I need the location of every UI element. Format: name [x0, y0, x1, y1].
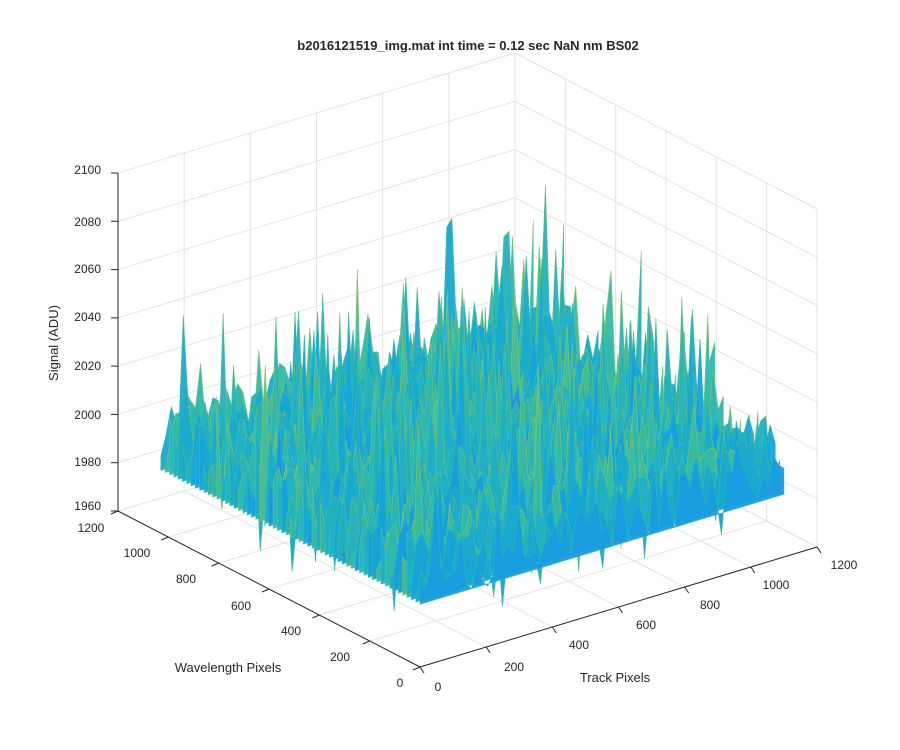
y-tick-label-3: 600: [231, 599, 251, 613]
x-tick-mark: [485, 646, 491, 654]
y-tick-label-6: 1200: [78, 521, 105, 535]
grid-rightwall-horizontal: [514, 149, 818, 307]
surface-mesh: [160, 185, 785, 612]
y-tick-label-1: 200: [330, 650, 350, 664]
z-tick-label-2: 2000: [74, 408, 101, 422]
x-tick-mark: [551, 626, 557, 634]
axis-ticks: [110, 172, 822, 674]
y-tick-label-2: 400: [281, 624, 301, 638]
grid-backwall-horizontal: [117, 197, 516, 319]
x-tick-mark: [750, 566, 756, 574]
grid-rightwall-horizontal: [514, 197, 818, 355]
z-axis-label: Signal (ADU): [46, 305, 61, 381]
y-tick-mark: [412, 666, 421, 671]
grid-backwall-horizontal: [117, 100, 516, 222]
y-axis-label: Wavelength Pixels: [175, 660, 282, 675]
grid-rightwall-horizontal: [514, 245, 818, 403]
y-tick-mark: [211, 562, 219, 567]
grid-backwall-horizontal: [117, 52, 516, 174]
z-tick-label-3: 2020: [74, 359, 101, 373]
y-tick-label-4: 800: [176, 572, 196, 586]
grid-rightwall-horizontal: [514, 100, 818, 258]
x-tick-label-5: 1000: [763, 578, 790, 592]
z-tick-label-0: 1960: [74, 499, 101, 513]
x-tick-mark: [816, 546, 822, 554]
x-tick-mark: [618, 606, 623, 614]
x-tick-label-0: 0: [435, 680, 442, 694]
x-tick-label-3: 600: [636, 618, 656, 632]
grid-backwall-horizontal: [117, 149, 516, 271]
y-tick-label-5: 1000: [124, 546, 151, 560]
x-tick-label-6: 1200: [831, 558, 858, 572]
x-tick-mark: [684, 586, 690, 594]
z-tick-label-5: 2060: [74, 262, 101, 276]
y-tick-mark: [312, 614, 320, 619]
z-tick-label-4: 2040: [74, 310, 101, 324]
surface-strip: [419, 440, 785, 605]
x-tick-mark: [419, 666, 425, 674]
x-tick-label-4: 800: [700, 598, 720, 612]
y-tick-mark: [261, 588, 270, 593]
x-axis-label: Track Pixels: [580, 670, 651, 685]
x-tick-label-1: 200: [504, 660, 524, 674]
y-tick-label-0: 0: [397, 676, 404, 690]
z-tick-label-7: 2100: [74, 163, 101, 177]
grid-floor-y: [369, 520, 767, 642]
z-tick-label-1: 1980: [74, 455, 101, 469]
y-tick-mark: [161, 536, 169, 541]
chart-title: b2016121519_img.mat int time = 0.12 sec …: [297, 38, 638, 53]
z-tick-label-6: 2080: [74, 215, 101, 229]
grid-rightwall-horizontal: [514, 52, 818, 210]
y-tick-mark: [362, 640, 370, 645]
x-tick-label-2: 400: [569, 638, 589, 652]
